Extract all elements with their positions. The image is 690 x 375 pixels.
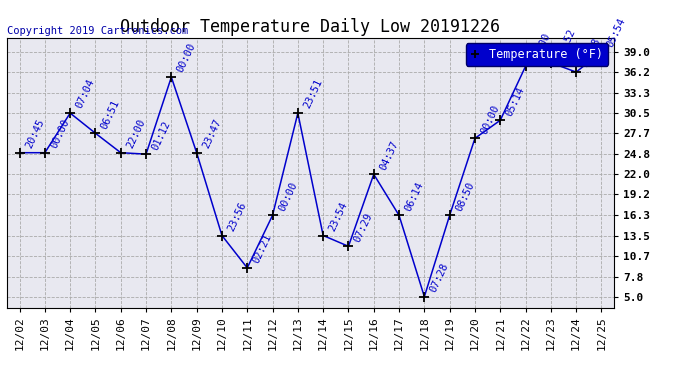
Text: 06:14: 06:14 [403,180,426,213]
Temperature (°F) [268,213,277,217]
Text: 02:21: 02:21 [251,232,274,265]
Text: 00:00: 00:00 [277,180,299,213]
Temperature (°F) [117,150,125,155]
Temperature (°F) [91,131,99,135]
Temperature (°F) [142,152,150,156]
Temperature (°F) [546,60,555,65]
Temperature (°F) [471,136,479,141]
Text: 05:54: 05:54 [606,16,628,49]
Title: Outdoor Temperature Daily Low 20191226: Outdoor Temperature Daily Low 20191226 [121,18,500,36]
Text: 22:00: 22:00 [125,117,147,150]
Temperature (°F) [446,213,454,217]
Text: 23:47: 23:47 [201,117,223,150]
Temperature (°F) [294,111,302,116]
Text: 23:54: 23:54 [327,200,350,233]
Temperature (°F) [193,150,201,155]
Temperature (°F) [15,150,23,155]
Temperature (°F) [41,150,49,155]
Text: 04:37: 04:37 [378,139,400,171]
Text: 00:00: 00:00 [49,117,71,150]
Temperature (°F) [395,213,403,217]
Text: 07:52: 07:52 [555,27,578,60]
Temperature (°F) [218,233,226,238]
Text: 08:50: 08:50 [454,180,476,213]
Text: 07:29: 07:29 [353,211,375,243]
Temperature (°F) [598,50,606,54]
Text: 05:14: 05:14 [504,85,526,117]
Text: 07:48: 07:48 [580,37,602,69]
Text: 23:56: 23:56 [226,200,248,233]
Text: 23:51: 23:51 [302,78,324,110]
Text: 07:28: 07:28 [428,261,451,294]
Temperature (°F) [243,266,251,270]
Text: 00:00: 00:00 [175,42,198,74]
Line: Temperature (°F): Temperature (°F) [14,47,607,302]
Text: Copyright 2019 Cartronics.com: Copyright 2019 Cartronics.com [7,26,188,36]
Temperature (°F) [572,70,580,74]
Temperature (°F) [420,294,428,299]
Text: 01:12: 01:12 [150,119,172,152]
Temperature (°F) [370,172,378,177]
Text: 00:00: 00:00 [479,103,502,135]
Temperature (°F) [344,244,353,249]
Temperature (°F) [66,111,75,116]
Text: 20:45: 20:45 [23,117,46,150]
Temperature (°F) [319,233,327,238]
Text: 06:51: 06:51 [99,98,122,130]
Legend: Temperature (°F): Temperature (°F) [466,44,608,66]
Temperature (°F) [167,75,175,80]
Temperature (°F) [522,64,530,69]
Text: 07:04: 07:04 [75,78,97,110]
Text: 00:00: 00:00 [530,31,552,63]
Temperature (°F) [496,118,504,123]
